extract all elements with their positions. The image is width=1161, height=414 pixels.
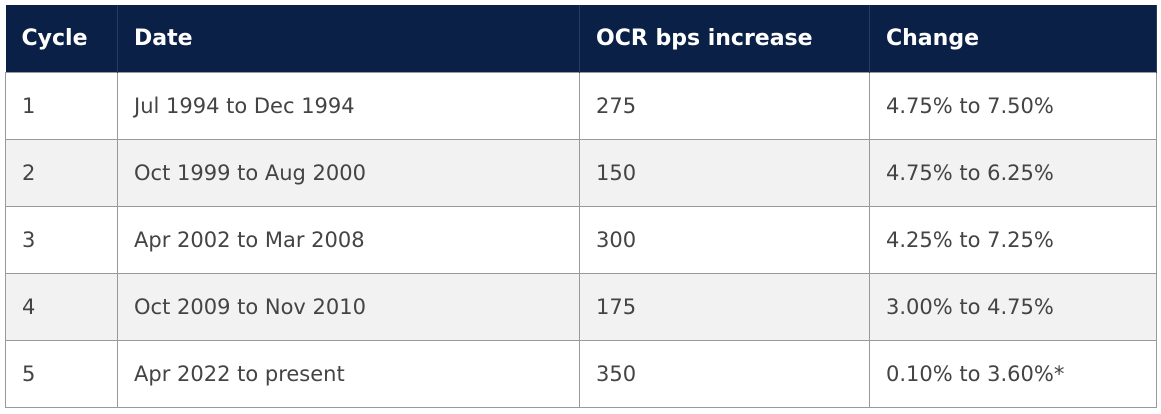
table-cell: 300 [579, 206, 870, 274]
table-cell: Apr 2002 to Mar 2008 [117, 206, 580, 274]
table-row: 2 Oct 1999 to Aug 2000 150 4.75% to 6.25% [5, 139, 1157, 207]
table-row: 1 Jul 1994 to Dec 1994 275 4.75% to 7.50% [5, 72, 1157, 140]
table-cell: Oct 2009 to Nov 2010 [117, 273, 580, 341]
table-cell: 4.75% to 7.50% [869, 72, 1157, 140]
table-cell: 3.00% to 4.75% [869, 273, 1157, 341]
table-cell: 0.10% to 3.60%* [869, 340, 1157, 408]
table-cell: Jul 1994 to Dec 1994 [117, 72, 580, 140]
table-row: 4 Oct 2009 to Nov 2010 175 3.00% to 4.75% [5, 273, 1157, 341]
header-cell: Date [117, 5, 580, 73]
table-cell: 175 [579, 273, 870, 341]
table-row: 3 Apr 2002 to Mar 2008 300 4.25% to 7.25% [5, 206, 1157, 274]
table-row: 5 Apr 2022 to present 350 0.10% to 3.60%* [5, 340, 1157, 408]
table-cell: 5 [5, 340, 118, 408]
table-cell: Apr 2022 to present [117, 340, 580, 408]
table-cell: 150 [579, 139, 870, 207]
table-cell: 4.25% to 7.25% [869, 206, 1157, 274]
header-cell: OCR bps increase [579, 5, 870, 73]
table-cell: 1 [5, 72, 118, 140]
table-cell: 4 [5, 273, 118, 341]
table-cell: 4.75% to 6.25% [869, 139, 1157, 207]
table-cell: 350 [579, 340, 870, 408]
header-cell: Change [869, 5, 1157, 73]
rate-table: Cycle Date OCR bps increase Change 1 Jul 199… [5, 5, 1157, 408]
table-cell: 3 [5, 206, 118, 274]
table-cell: 2 [5, 139, 118, 207]
table-cell: Oct 1999 to Aug 2000 [117, 139, 580, 207]
table-body: 1 Jul 1994 to Dec 1994 275 4.75% to 7.50% 2 O… [5, 72, 1157, 408]
table-cell: 275 [579, 72, 870, 140]
header-cell: Cycle [5, 5, 118, 73]
header-row: Cycle Date OCR bps increase Change [5, 5, 1157, 73]
